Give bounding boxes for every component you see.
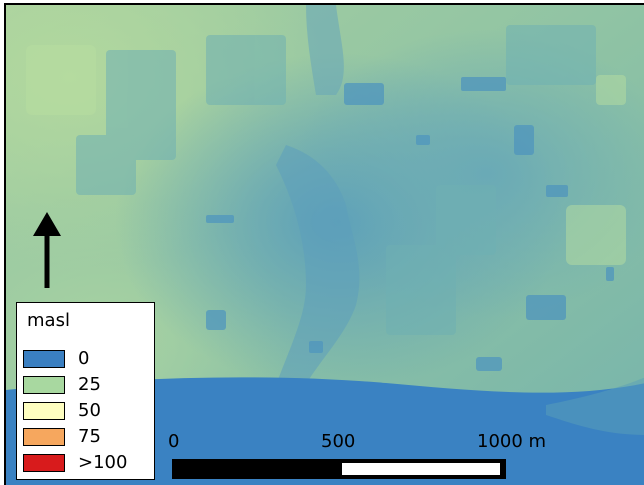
legend-label: 25: [78, 374, 101, 395]
legend-label: 50: [78, 400, 101, 421]
legend-label: 75: [78, 426, 101, 447]
legend-item: >100: [23, 452, 153, 474]
legend-swatch: [23, 454, 65, 472]
legend-swatch: [23, 402, 65, 420]
legend-item: 50: [23, 400, 153, 422]
legend-item: 25: [23, 374, 153, 396]
scale-label-mid: 500: [321, 431, 356, 452]
legend-label: 0: [78, 348, 90, 369]
legend-swatch: [23, 350, 65, 368]
elevation-map[interactable]: masl 0 25 50 75 >100 0 500 1000 m: [4, 3, 644, 485]
legend: masl 0 25 50 75 >100: [16, 302, 155, 480]
north-arrow-icon: [33, 212, 61, 288]
legend-label: >100: [78, 452, 128, 473]
legend-title: masl: [27, 310, 70, 331]
legend-item: 0: [23, 348, 153, 370]
scale-label-end: 1000 m: [477, 431, 547, 452]
legend-item: 75: [23, 426, 153, 448]
scale-bar-segment-white: [342, 463, 500, 475]
legend-swatch: [23, 428, 65, 446]
legend-swatch: [23, 376, 65, 394]
scale-bar: [172, 459, 506, 479]
scale-label-start: 0: [168, 431, 180, 452]
